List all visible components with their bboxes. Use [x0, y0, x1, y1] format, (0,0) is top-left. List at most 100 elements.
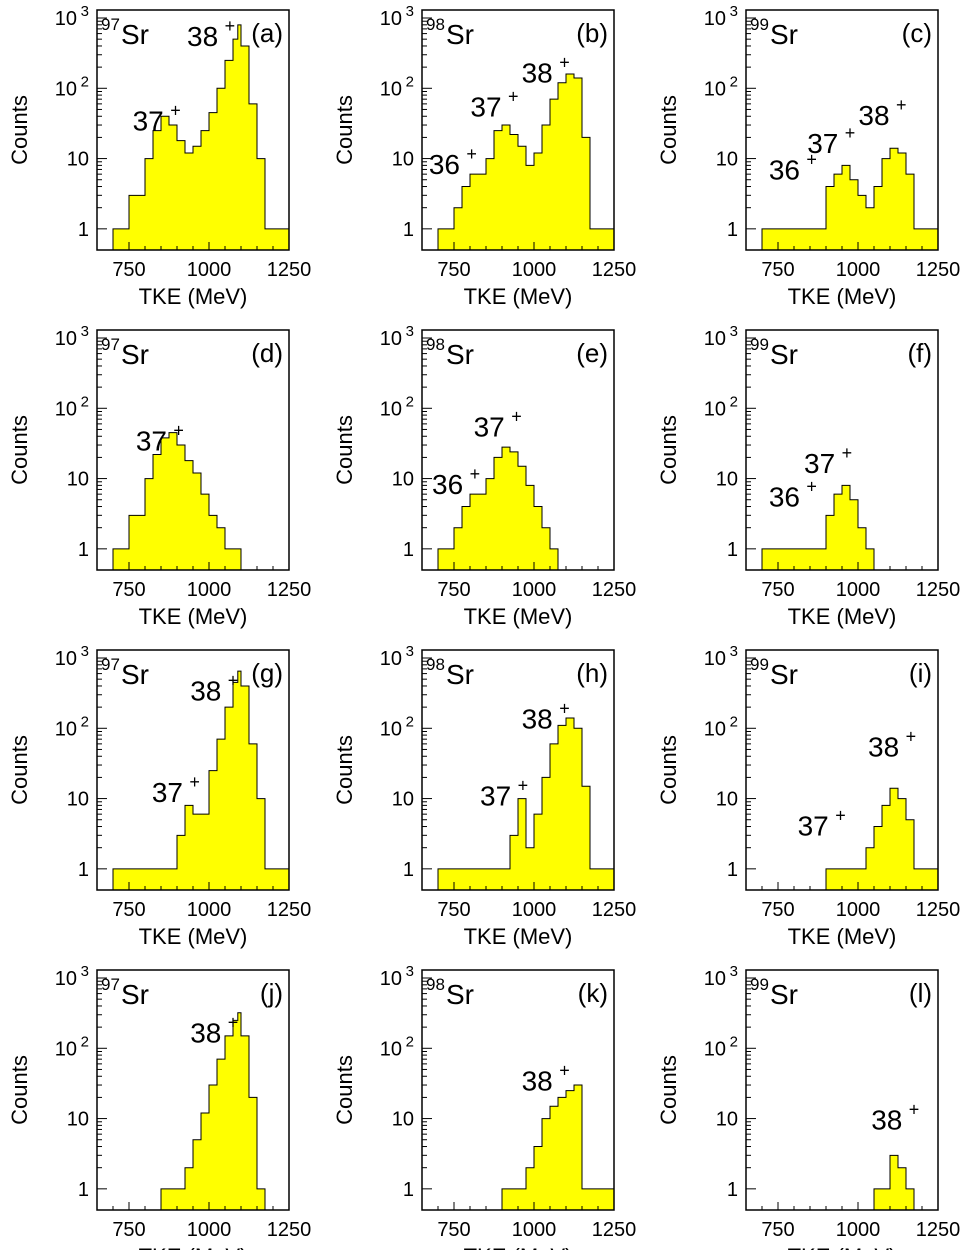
- y-axis-label: Counts: [332, 735, 357, 805]
- x-tick-label: 750: [761, 899, 794, 921]
- x-tick-label: 1250: [267, 1219, 312, 1241]
- charge-state-label: 38: [187, 21, 218, 52]
- x-tick-label: 1250: [916, 579, 961, 601]
- charge-state-label: 37: [798, 810, 829, 841]
- y-axis-label: Counts: [7, 1055, 32, 1125]
- y-tick-label: 10: [55, 1038, 77, 1060]
- y-axis-label: Counts: [656, 735, 681, 805]
- y-tick-exponent: 3: [81, 323, 89, 340]
- y-tick-exponent: 2: [406, 1033, 414, 1050]
- histogram-area: [97, 1012, 289, 1210]
- y-tick-label: 10: [67, 469, 89, 491]
- histogram-area: [746, 787, 938, 890]
- x-tick-label: 750: [112, 1219, 145, 1241]
- y-tick-label: 10: [380, 648, 402, 670]
- y-tick-exponent: 3: [406, 323, 414, 340]
- y-tick-label: 1: [78, 539, 89, 561]
- x-tick-label: 1000: [512, 899, 557, 921]
- x-tick-label: 1000: [187, 1219, 232, 1241]
- y-tick-label: 10: [392, 149, 414, 171]
- isotope-mass-number: 98: [426, 335, 445, 354]
- x-tick-label: 1250: [592, 259, 637, 281]
- y-tick-exponent: 3: [730, 643, 738, 660]
- y-tick-label: 10: [716, 789, 738, 811]
- histogram-area: [422, 446, 614, 570]
- x-tick-label: 750: [437, 579, 470, 601]
- isotope-element: Sr: [770, 19, 798, 50]
- x-axis-label: TKE (MeV): [788, 1244, 897, 1250]
- y-tick-label: 10: [380, 8, 402, 30]
- x-axis-label: TKE (MeV): [464, 604, 573, 629]
- y-tick-label: 10: [704, 398, 726, 420]
- y-tick-exponent: 2: [730, 393, 738, 410]
- y-tick-label: 10: [380, 1038, 402, 1060]
- y-axis-label: Counts: [7, 735, 32, 805]
- y-tick-label: 10: [55, 648, 77, 670]
- y-tick-label: 10: [704, 648, 726, 670]
- charge-sign: +: [470, 464, 481, 484]
- y-tick-exponent: 3: [406, 643, 414, 660]
- charge-state-label: 37: [133, 106, 164, 137]
- panel-label: (k): [578, 978, 608, 1008]
- y-tick-label: 10: [704, 8, 726, 30]
- isotope-mass-number: 99: [750, 975, 769, 994]
- y-tick-label: 1: [403, 1179, 414, 1201]
- y-tick-exponent: 2: [406, 393, 414, 410]
- x-tick-label: 1000: [512, 579, 557, 601]
- y-tick-label: 10: [55, 328, 77, 350]
- y-tick-label: 10: [704, 78, 726, 100]
- y-tick-exponent: 3: [730, 323, 738, 340]
- x-tick-label: 1250: [916, 899, 961, 921]
- isotope-mass-number: 99: [750, 655, 769, 674]
- isotope-mass-number: 98: [426, 15, 445, 34]
- y-tick-label: 1: [78, 1179, 89, 1201]
- x-tick-label: 750: [437, 259, 470, 281]
- panel-label: (j): [260, 978, 283, 1008]
- charge-sign: +: [518, 775, 529, 795]
- y-axis-label: Counts: [7, 415, 32, 485]
- charge-sign: +: [559, 698, 570, 718]
- x-tick-label: 750: [761, 1219, 794, 1241]
- charge-state-label: 37: [152, 777, 183, 808]
- y-tick-label: 10: [55, 8, 77, 30]
- charge-state-label: 37: [474, 411, 505, 442]
- y-tick-exponent: 2: [81, 1033, 89, 1050]
- y-tick-label: 1: [727, 539, 738, 561]
- isotope-mass-number: 97: [101, 975, 120, 994]
- histogram-area: [422, 717, 614, 890]
- histogram-area: [97, 24, 289, 250]
- charge-sign: +: [835, 805, 846, 825]
- isotope-mass-number: 98: [426, 655, 445, 674]
- x-axis-label: TKE (MeV): [464, 924, 573, 949]
- charge-sign: +: [228, 1013, 239, 1033]
- charge-sign: +: [173, 421, 184, 441]
- x-tick-label: 1250: [267, 899, 312, 921]
- x-axis-label: TKE (MeV): [788, 284, 897, 309]
- x-axis-label: TKE (MeV): [139, 604, 248, 629]
- isotope-element: Sr: [446, 659, 474, 690]
- y-tick-label: 10: [704, 328, 726, 350]
- y-tick-label: 1: [78, 859, 89, 881]
- x-axis-label: TKE (MeV): [464, 284, 573, 309]
- y-tick-exponent: 2: [81, 73, 89, 90]
- y-tick-label: 1: [403, 859, 414, 881]
- panel-label: (a): [251, 18, 283, 48]
- charge-sign: +: [806, 150, 817, 170]
- x-axis-label: TKE (MeV): [139, 284, 248, 309]
- y-tick-label: 1: [727, 219, 738, 241]
- charge-state-label: 37: [807, 128, 838, 159]
- histogram-area: [422, 1084, 614, 1210]
- x-tick-label: 1000: [187, 579, 232, 601]
- x-tick-label: 1000: [512, 259, 557, 281]
- x-tick-label: 750: [112, 899, 145, 921]
- charge-state-label: 36: [769, 482, 800, 513]
- charge-state-label: 36: [432, 469, 463, 500]
- panel-label: (e): [576, 338, 608, 368]
- isotope-mass-number: 97: [101, 15, 120, 34]
